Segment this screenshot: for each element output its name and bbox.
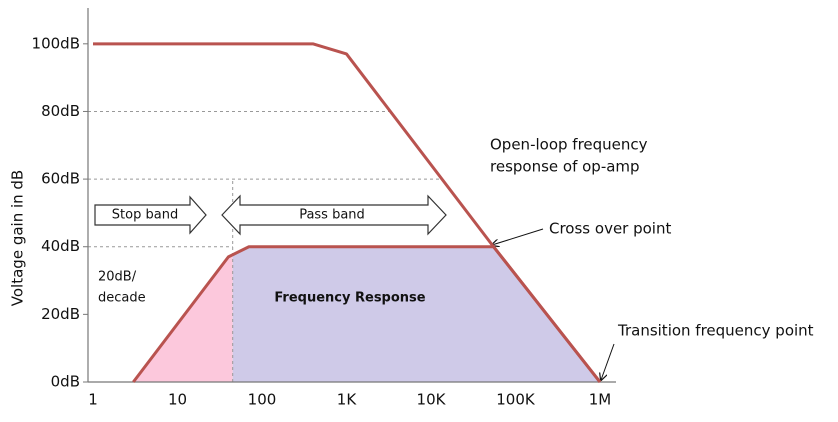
- x-tick-label: 10: [168, 391, 187, 409]
- y-axis-label: Voltage gain in dB: [9, 170, 27, 306]
- cross-over-label: Cross over point: [549, 220, 671, 238]
- pass-band-label: Pass band: [299, 208, 365, 223]
- y-tick-label: 0dB: [51, 373, 80, 391]
- y-tick-label: 80dB: [41, 102, 80, 120]
- y-tick-label: 100dB: [32, 34, 80, 52]
- x-tick-label: 1: [88, 391, 98, 409]
- y-tick-label: 20dB: [41, 305, 80, 323]
- y-tick-label: 60dB: [41, 170, 80, 188]
- y-tick-label: 40dB: [41, 237, 80, 255]
- x-tick-label: 100K: [496, 391, 536, 409]
- line: [132, 245, 602, 383]
- open-loop-label: response of op-amp: [490, 158, 640, 176]
- x-tick-label: 10K: [417, 391, 447, 409]
- slope-label: 20dB/: [98, 270, 137, 285]
- x-tick-label: 100: [248, 391, 277, 409]
- transition-label: Transition frequency point: [617, 322, 814, 340]
- slope-label: decade: [98, 291, 146, 306]
- frequency-response-label: Frequency Response: [274, 291, 425, 306]
- x-tick-label: 1M: [589, 391, 612, 409]
- stop-band-label: Stop band: [112, 208, 178, 223]
- transition-arrow: [601, 343, 615, 380]
- pass-band-area: [232, 246, 600, 382]
- open-loop-label: Open-loop frequency: [490, 136, 648, 154]
- pass-band-arrow: [221, 194, 447, 236]
- cross-over-arrow: [492, 228, 544, 245]
- stop-band-arrow: [94, 195, 207, 235]
- x-tick-label: 1K: [337, 391, 358, 409]
